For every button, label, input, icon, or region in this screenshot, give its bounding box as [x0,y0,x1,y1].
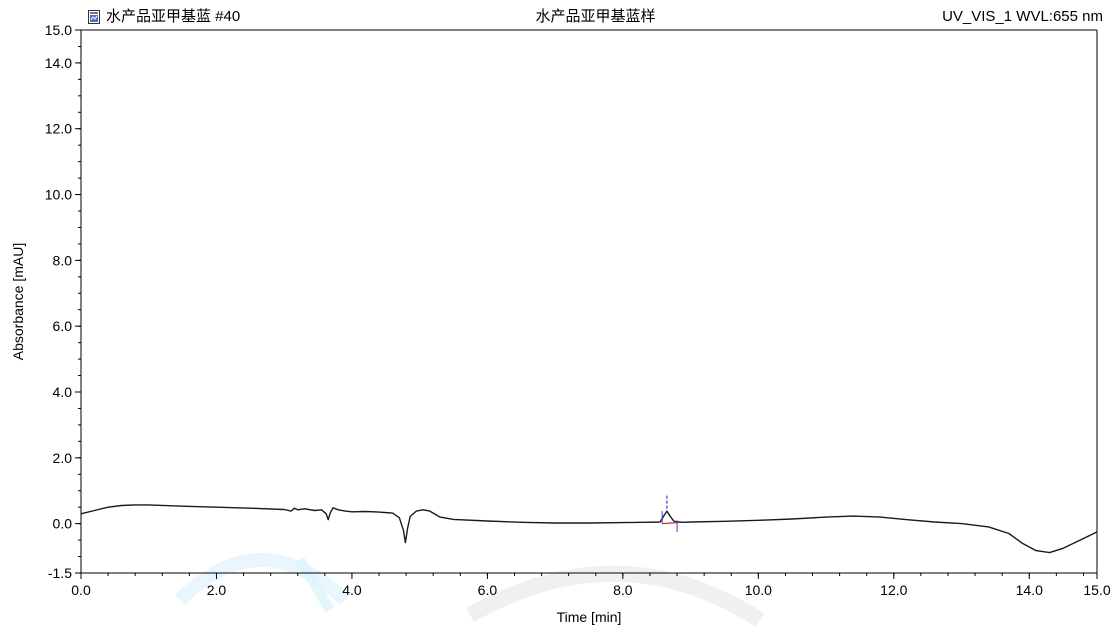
x-tick-label: 12.0 [880,582,907,598]
chromatogram-file-icon [88,10,100,24]
sample-title: 水产品亚甲基蓝样 [535,8,656,25]
x-tick-label: 6.0 [478,582,498,598]
y-axis-title: Absorbance [mAU] [10,243,26,361]
sample-name-label: 水产品亚甲基蓝 #40 [106,8,241,25]
axes-layer [80,29,1098,574]
y-tick-label: 10.0 [45,187,72,203]
y-tick-label: -1.5 [48,565,72,581]
y-tick-label: 0.0 [53,516,73,532]
x-axis-title: Time [min] [557,609,622,625]
series-layer [80,504,1098,554]
y-tick-label: 6.0 [53,318,73,334]
x-tick-label: 10.0 [745,582,772,598]
x-tick-label: 15.0 [1083,582,1110,598]
marker-layer [661,495,678,532]
y-tick-label: 14.0 [45,55,72,71]
y-tick-label: 4.0 [53,384,73,400]
y-tick-label: 8.0 [53,252,73,268]
sample-label-group: 水产品亚甲基蓝 #40 [88,6,240,28]
x-tick-label: 4.0 [342,582,362,598]
peak-baseline [662,522,678,525]
x-tick-label: 0.0 [71,582,91,598]
y-tick-label: 2.0 [53,450,73,466]
y-tick-label: 12.0 [45,121,72,137]
y-tick-label: 15.0 [45,22,72,38]
chromatogram-trace [80,504,1098,554]
chromatogram-header: 水产品亚甲基蓝 #40 水产品亚甲基蓝样 UV_VIS_1 WVL:655 nm [88,6,1103,28]
x-tick-label: 2.0 [207,582,227,598]
x-tick-label: 14.0 [1016,582,1043,598]
ticks-layer: 0.0 2.0 4.0 6.0 8.0 10.0 12.0 14.0 15.0-1.50.02.… [45,22,1111,598]
channel-label: UV_VIS_1 WVL:655 nm [942,8,1103,25]
x-tick-label: 8.0 [613,582,633,598]
